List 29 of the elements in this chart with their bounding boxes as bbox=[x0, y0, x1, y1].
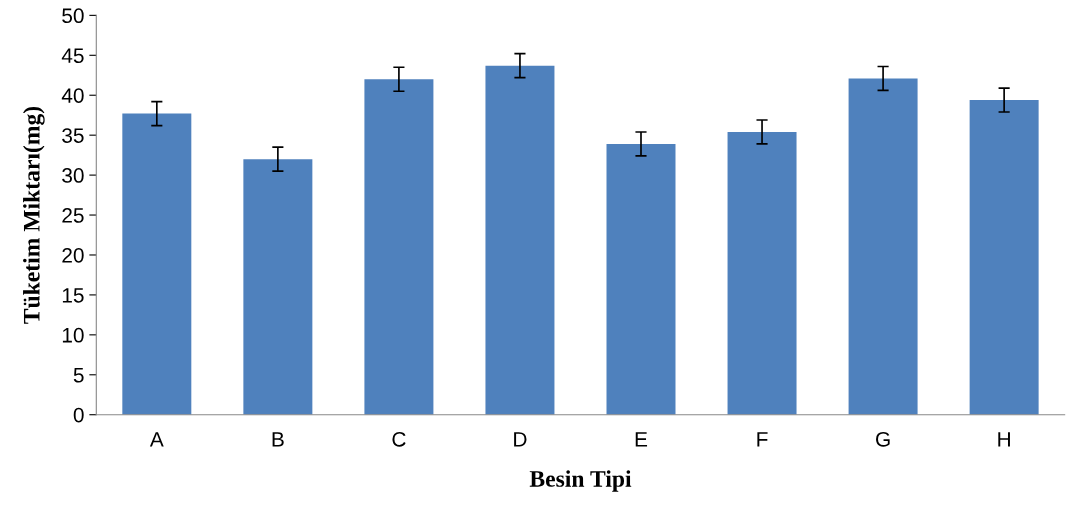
y-tick-label: 15 bbox=[62, 288, 84, 303]
x-tick-label: D bbox=[514, 432, 527, 447]
y-tick-label: 45 bbox=[61, 48, 84, 64]
y-tick-label: 0 bbox=[73, 407, 84, 423]
y-tick-label: 20 bbox=[62, 247, 84, 263]
bar bbox=[848, 78, 918, 415]
x-tick-label: H bbox=[998, 432, 1010, 447]
x-axis-title: Besin Tipi bbox=[529, 470, 632, 492]
bar bbox=[364, 79, 434, 415]
bar bbox=[727, 131, 797, 415]
x-tick-label: C bbox=[392, 431, 406, 447]
bar bbox=[243, 159, 313, 415]
y-tick-label: 30 bbox=[62, 168, 84, 183]
bar bbox=[485, 65, 555, 415]
y-tick-label: 50 bbox=[62, 8, 84, 24]
y-axis-title: Tüketim Miktarı(mg) bbox=[23, 106, 45, 324]
y-tick-label: 5 bbox=[73, 368, 84, 383]
x-tick-label: E bbox=[635, 432, 648, 447]
x-tick-label: G bbox=[876, 431, 890, 447]
bar bbox=[606, 143, 676, 415]
y-tick-label: 40 bbox=[61, 88, 84, 103]
bar bbox=[122, 113, 192, 415]
x-tick-label: A bbox=[149, 432, 164, 447]
x-tick-label: F bbox=[757, 432, 768, 447]
y-tick-label: 25 bbox=[62, 208, 84, 223]
y-tick-label: 10 bbox=[62, 327, 84, 343]
bar bbox=[969, 100, 1039, 415]
y-tick-label: 35 bbox=[62, 128, 84, 143]
x-tick-label: B bbox=[272, 432, 284, 447]
